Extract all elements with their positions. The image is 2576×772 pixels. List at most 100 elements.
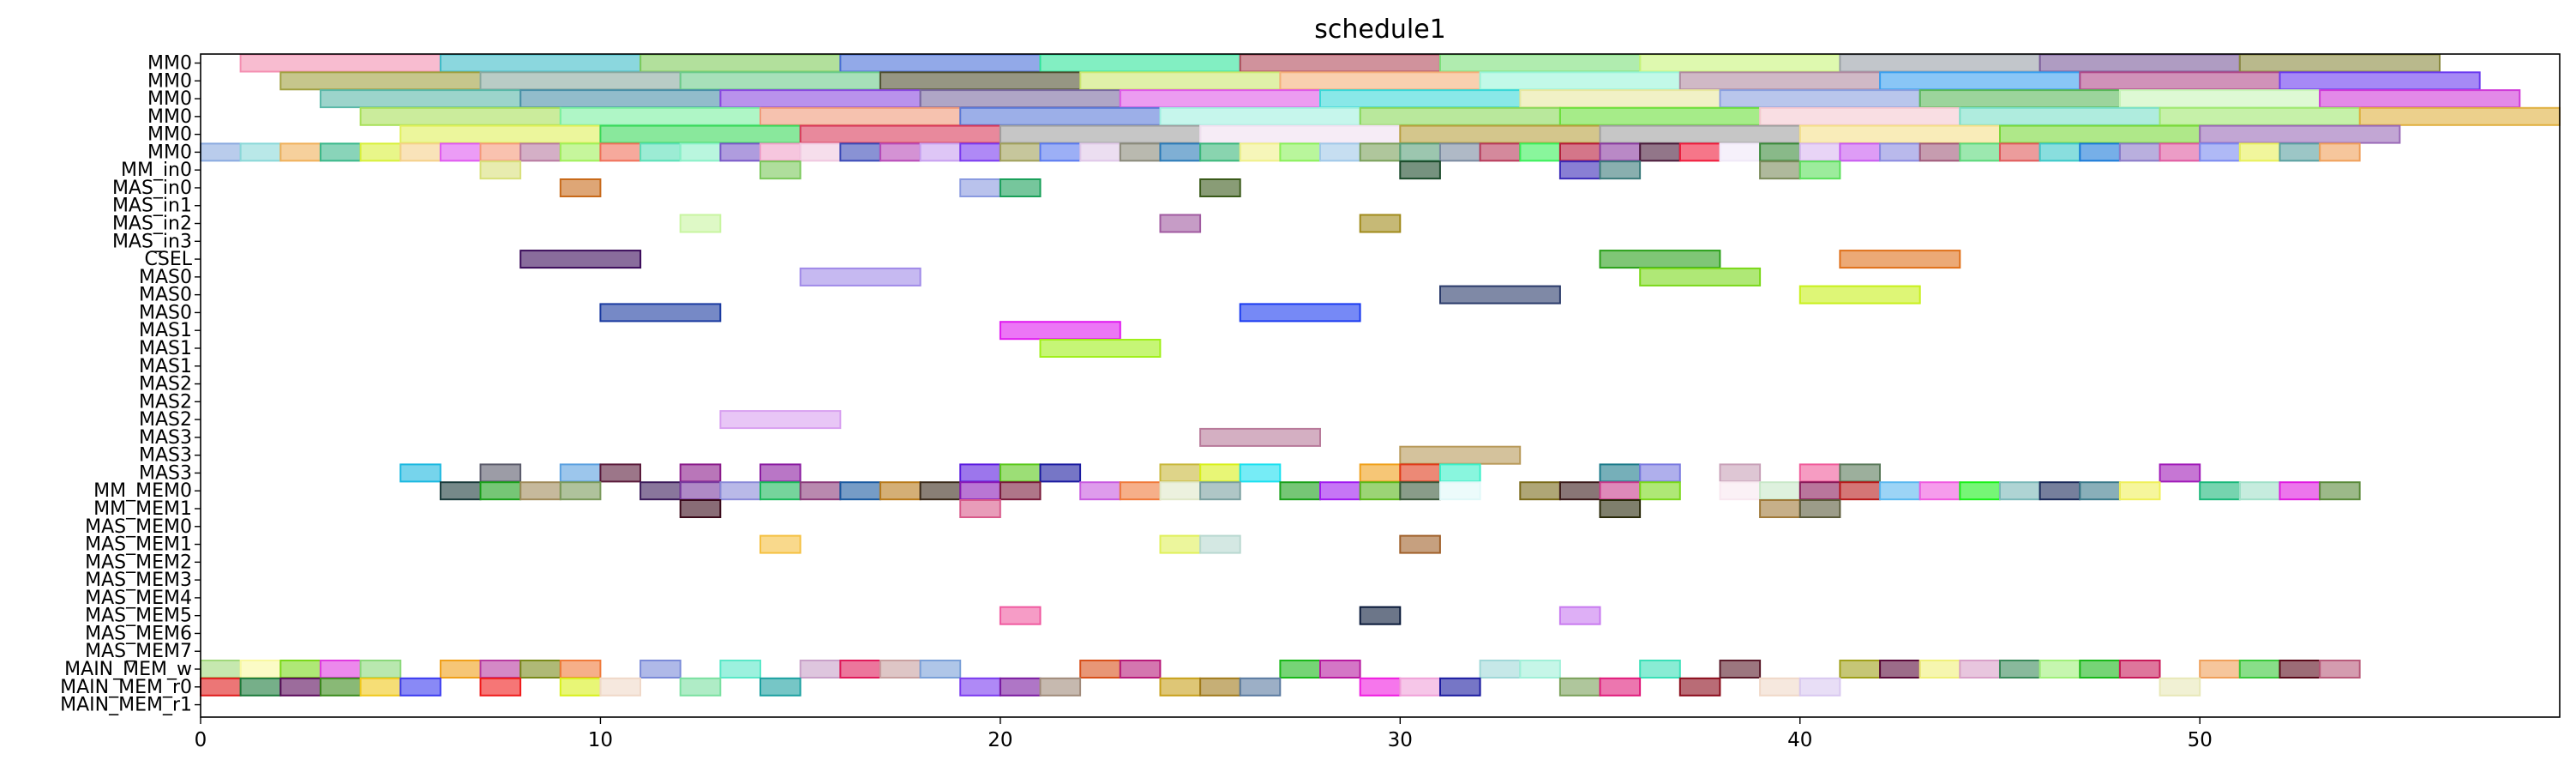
task-bar [319,677,362,697]
task-bar [1599,677,1642,697]
task-bar [760,481,802,501]
task-bar [1199,178,1241,197]
task-bar [1558,481,1601,501]
task-bar [1119,660,1162,679]
task-bar [1319,481,1361,501]
y-tick-label: MAS_in2 [112,214,192,235]
task-bar [999,606,1042,625]
task-bar [1639,53,1841,73]
task-bar [1599,124,1801,144]
task-bar [359,677,402,697]
task-bar [1798,499,1841,518]
y-tick-label: MM0 [147,106,192,128]
task-bar [2079,71,2281,91]
task-bar [1798,285,1921,305]
task-bar [2199,142,2241,162]
task-bar [679,677,722,697]
y-tick-label: MAS_MEM6 [85,623,192,644]
x-tick-label: 0 [195,729,207,751]
task-bar [2238,53,2441,73]
task-bar [1959,106,2161,126]
task-bar [519,660,561,679]
task-bar [200,660,242,679]
y-tick-label: MAS_MEM0 [85,516,192,538]
task-bar [479,677,522,697]
task-bar [1759,106,1961,126]
task-bar [1999,142,2041,162]
x-axis: 0 10 20 30 40 50 [195,717,2213,751]
task-bar [879,71,1082,91]
task-bar [1759,677,1801,697]
task-bar [999,481,1042,501]
task-bar [439,660,482,679]
y-tick-label: MAS_in0 [112,178,192,199]
y-tick-label: MAS_MEM7 [85,641,192,662]
task-bar [1399,677,1441,697]
task-bar [479,481,522,501]
task-bar [319,660,362,679]
y-tick-label: MAS0 [139,267,192,288]
task-bar [839,53,1042,73]
task-bar [2039,53,2241,73]
task-bar [2199,124,2401,144]
task-bar [1439,142,1481,162]
y-tick-label: MM_MEM1 [93,498,192,520]
task-bar [760,106,962,126]
task-bar [1558,160,1601,180]
task-bar [239,53,441,73]
task-bar [1039,463,1082,483]
task-bar [1558,606,1601,625]
task-bar [2358,106,2561,126]
task-bar [1759,142,1801,162]
task-bar [1719,142,1762,162]
task-bar [1279,71,1481,91]
task-bar [1039,677,1082,697]
task-bar [2079,142,2121,162]
task-bar [1719,89,1921,109]
task-bar [1839,481,1881,501]
y-tick-label: MAS2 [139,374,192,395]
task-bar [2039,660,2081,679]
task-bar [1519,660,1561,679]
task-bar [839,660,881,679]
y-tick-label: MAS_MEM1 [85,534,192,556]
task-bar [1079,481,1121,501]
task-bar [439,481,482,501]
task-bar [1199,124,1402,144]
task-bar [719,89,922,109]
task-bar [879,481,922,501]
task-bar [1479,142,1522,162]
task-bar [999,321,1121,341]
task-bar [1798,142,1841,162]
task-bar [2079,481,2121,501]
task-bar [799,481,842,501]
task-bar [559,660,602,679]
x-tick-label: 40 [1787,729,1812,751]
y-tick-label: CSEL [145,249,193,270]
task-bar [1719,463,1762,483]
task-bar [679,499,722,518]
task-bar [2118,89,2321,109]
task-bar [959,677,1001,697]
task-bar [1599,481,1642,501]
task-bar [1359,463,1402,483]
y-tick-label: MAS1 [139,320,192,341]
task-bar [599,303,722,323]
task-bar [1959,142,2001,162]
task-bar [1159,534,1202,554]
task-bar [959,142,1001,162]
task-bar [1439,285,1561,305]
task-bar [1719,660,1762,679]
task-bar [1119,481,1162,501]
task-bar [1999,481,2041,501]
task-bar [1079,660,1121,679]
task-bar [2238,142,2281,162]
task-bar [1479,660,1522,679]
task-bar [559,106,761,126]
y-tick-label: MM0 [147,142,192,163]
task-bar [1159,214,1202,233]
task-bar [760,463,802,483]
task-bar [799,142,842,162]
task-bar [1879,71,2081,91]
task-bar [919,660,962,679]
